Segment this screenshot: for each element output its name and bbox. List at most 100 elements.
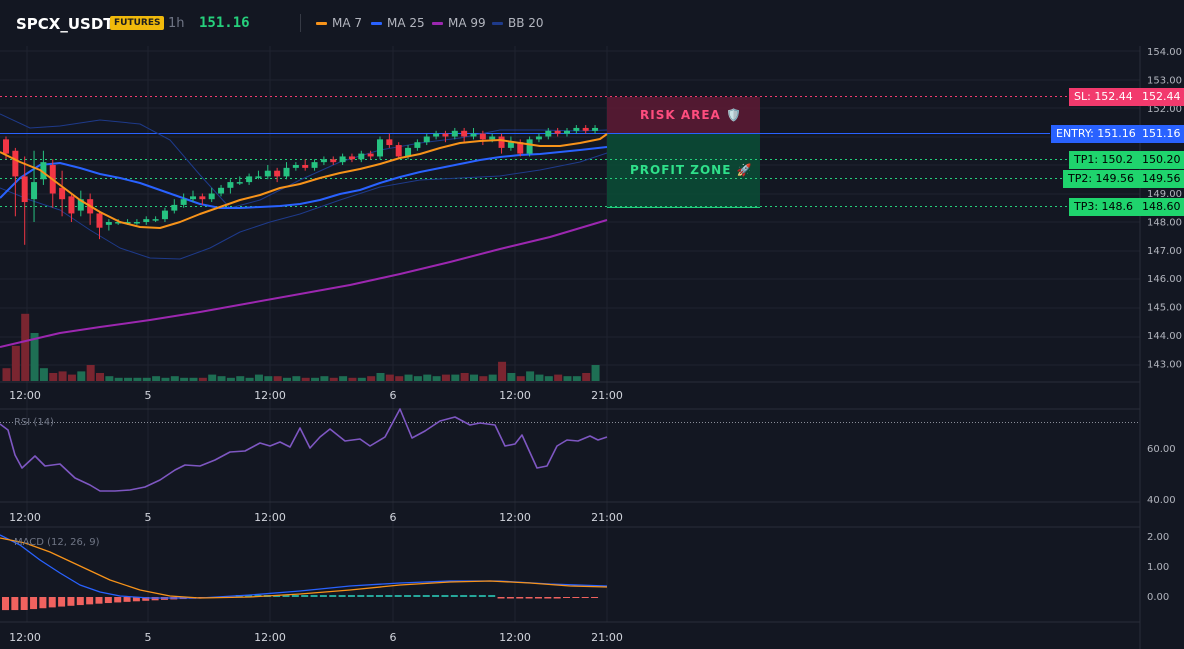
volume-bar — [189, 377, 198, 381]
volume-bar — [273, 376, 282, 381]
macd-hist-bar — [338, 595, 346, 597]
legend-ma99[interactable]: MA 99 — [432, 16, 486, 30]
volume-bar — [357, 377, 366, 381]
time-tick: 12:00 — [254, 631, 286, 644]
rsi-title: RSI (14) — [14, 417, 54, 428]
price-tick: 143.00 — [1147, 359, 1182, 370]
volume-bar — [208, 374, 217, 381]
macd-hist-bar — [544, 597, 552, 599]
volume-bar — [554, 374, 563, 381]
candle-body — [274, 170, 281, 177]
volume-bar — [39, 368, 48, 381]
macd-hist-bar — [563, 597, 570, 598]
candle-body — [377, 139, 383, 157]
futures-badge: FUTURES — [110, 16, 165, 30]
candle-body — [320, 159, 327, 163]
candle-body — [105, 222, 112, 225]
volume-bar — [161, 377, 170, 381]
legend-ma25-label: MA 25 — [387, 16, 425, 30]
macd-histogram — [2, 595, 599, 611]
macd-hist-bar — [310, 595, 318, 597]
volume-bar — [217, 376, 226, 381]
price-tick: 148.00 — [1147, 217, 1182, 228]
macd-tick-0: 0.00 — [1147, 592, 1169, 603]
macd-hist-bar — [404, 595, 412, 597]
volume-bar — [423, 374, 432, 381]
volume-bar — [2, 368, 11, 381]
volume-bar — [507, 373, 516, 381]
candle-body — [283, 167, 290, 177]
price-tick: 145.00 — [1147, 303, 1182, 314]
macd-hist-bar — [478, 595, 486, 597]
time-tick: 12:00 — [499, 631, 531, 644]
macd-hist-bar — [11, 597, 19, 611]
last-price: 151.16 — [199, 15, 250, 31]
candle-body — [442, 133, 449, 137]
volume-bar — [254, 374, 263, 381]
candle-body — [40, 162, 47, 180]
macd-hist-bar — [366, 595, 374, 597]
volume-bar — [460, 373, 469, 381]
time-tick: 21:00 — [591, 631, 623, 644]
entry-label-tag[interactable]: ENTRY: 151.16 — [1051, 125, 1141, 143]
symbol-name[interactable]: SPCX_USDT — [16, 15, 114, 33]
legend-ma25[interactable]: MA 25 — [371, 16, 425, 30]
volume-bar — [311, 377, 320, 381]
sl-label-tag[interactable]: SL: 152.44 — [1069, 88, 1138, 106]
candle-body — [302, 165, 309, 168]
volume-bar — [367, 376, 376, 381]
tp1-label-tag[interactable]: TP1: 150.2 — [1069, 151, 1139, 169]
macd-hist-bar — [104, 597, 112, 604]
profit-zone[interactable] — [607, 133, 760, 208]
candle-body — [489, 136, 496, 140]
time-tick: 21:00 — [591, 389, 623, 402]
candle-body — [246, 176, 253, 183]
legend-bb20[interactable]: BB 20 — [492, 16, 544, 30]
macd-hist-bar — [385, 595, 393, 597]
volume-bar — [114, 377, 123, 381]
volume-bar — [105, 376, 114, 381]
volume-bar — [58, 371, 67, 381]
volume-bar — [385, 374, 394, 381]
macd-hist-bar — [301, 595, 309, 597]
macd-hist-bar — [76, 597, 84, 606]
candle-body — [479, 133, 486, 140]
volume-bar — [152, 376, 161, 381]
candle-body — [386, 139, 393, 146]
timeframe-label[interactable]: 1h — [168, 16, 185, 31]
candle-body — [21, 176, 28, 203]
time-tick: 5 — [145, 389, 152, 402]
macd-hist-bar — [245, 595, 253, 597]
tp3-label-tag[interactable]: TP3: 148.6 — [1069, 198, 1139, 216]
macd-hist-bar — [581, 597, 589, 598]
candle-body — [545, 130, 552, 137]
candle-body — [171, 204, 178, 211]
tp1-price-tag: 150.20 — [1137, 151, 1184, 169]
volume-bar — [329, 377, 338, 381]
volume-bar — [535, 374, 544, 381]
macd-hist-bar — [525, 597, 533, 599]
macd-hist-bar — [357, 595, 365, 597]
macd-hist-bar — [114, 597, 122, 603]
legend-ma7[interactable]: MA 7 — [316, 16, 362, 30]
price-tick: 146.00 — [1147, 274, 1182, 285]
macd-hist-bar — [506, 597, 514, 599]
sl-price-tag: 152.44 — [1137, 88, 1184, 106]
volume-bar — [572, 376, 581, 381]
candle-body — [59, 187, 66, 200]
chart-header: SPCX_USDT FUTURES 1h 151.16 MA 7 MA 25 M… — [0, 0, 1184, 46]
macd-hist-bar — [86, 597, 94, 605]
volume-bar — [591, 365, 600, 381]
volume-bar — [180, 377, 189, 381]
candle-body — [507, 142, 514, 148]
macd-hist-bar — [58, 597, 66, 607]
tp2-label-tag[interactable]: TP2: 149.56 — [1063, 170, 1140, 188]
volume-bar — [133, 377, 142, 381]
risk-area-zone[interactable] — [607, 97, 760, 133]
time-tick: 21:00 — [591, 511, 623, 524]
candle-body — [236, 182, 243, 184]
candle-body — [564, 130, 570, 134]
signal-line — [0, 537, 608, 599]
candle-body — [143, 219, 150, 222]
